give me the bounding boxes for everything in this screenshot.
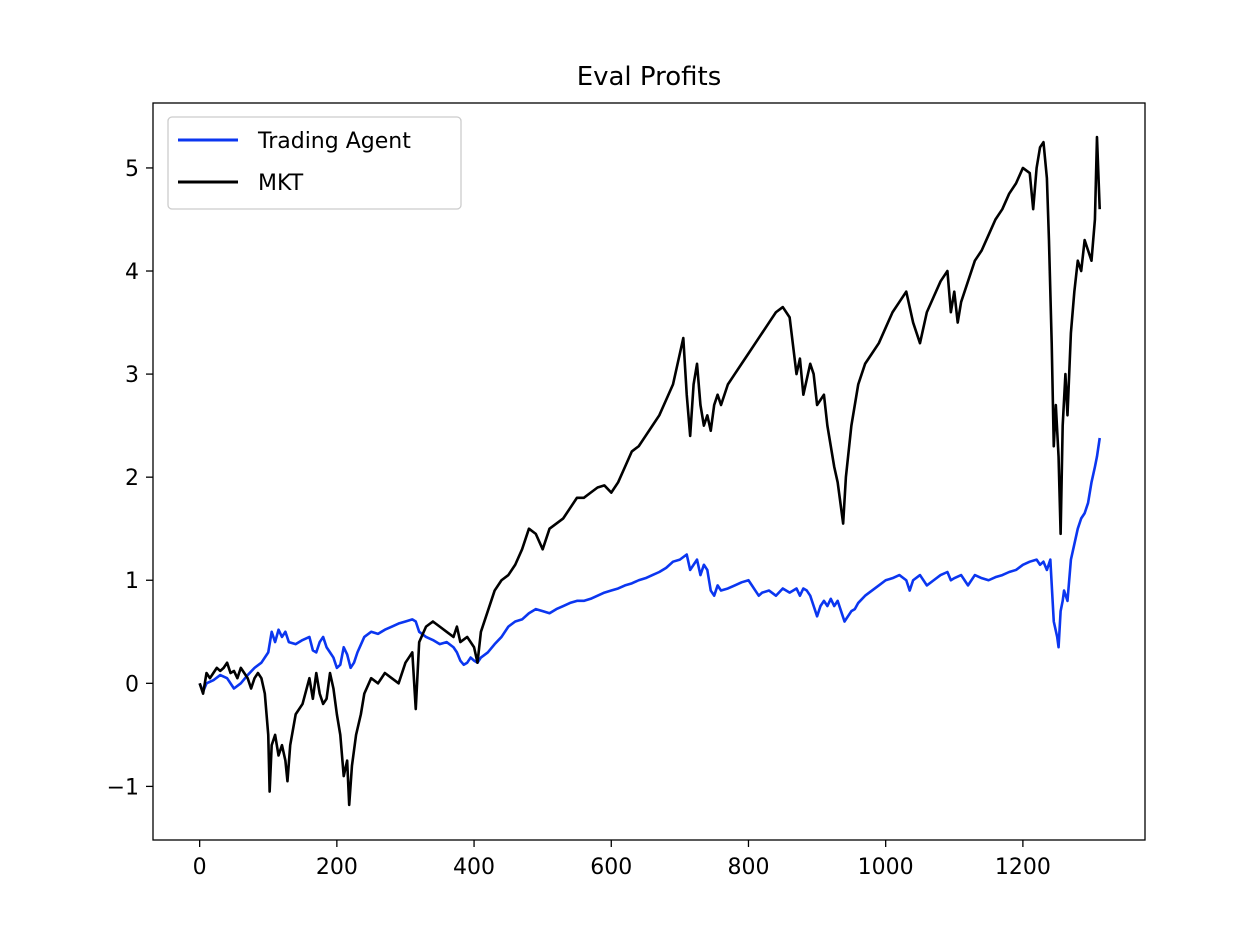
axes-frame	[152, 102, 1146, 841]
plot-area: 0 200 400 600 800 1000 1200 −1 0 1 2 3 4 5	[107, 102, 1146, 880]
x-axis: 0 200 400 600 800 1000 1200	[193, 840, 1051, 880]
x-tick-label: 1000	[858, 855, 914, 880]
y-tick-label: 3	[125, 363, 139, 388]
y-tick-label: 1	[125, 569, 139, 594]
series-line-trading-agent	[198, 437, 1102, 693]
x-tick-label: 200	[316, 855, 358, 880]
legend-label-mkt: MKT	[258, 171, 304, 196]
x-tick-label: 600	[590, 855, 632, 880]
y-tick-label: 4	[125, 260, 139, 285]
legend-box	[167, 116, 462, 210]
legend: Trading Agent MKT	[167, 116, 462, 210]
x-tick-label: 1200	[995, 855, 1051, 880]
series-layer	[198, 135, 1102, 807]
y-tick-label: 0	[125, 672, 139, 697]
chart-title: Eval Profits	[577, 62, 722, 92]
y-tick-label: 5	[125, 157, 139, 182]
y-tick-label: 2	[125, 466, 139, 491]
x-tick-label: 0	[193, 855, 207, 880]
legend-label-trading-agent: Trading Agent	[257, 129, 411, 154]
y-tick-label: −1	[107, 775, 139, 800]
y-axis: −1 0 1 2 3 4 5	[107, 157, 153, 800]
x-tick-label: 400	[453, 855, 495, 880]
series-line-mkt	[198, 135, 1102, 807]
x-tick-label: 800	[727, 855, 769, 880]
